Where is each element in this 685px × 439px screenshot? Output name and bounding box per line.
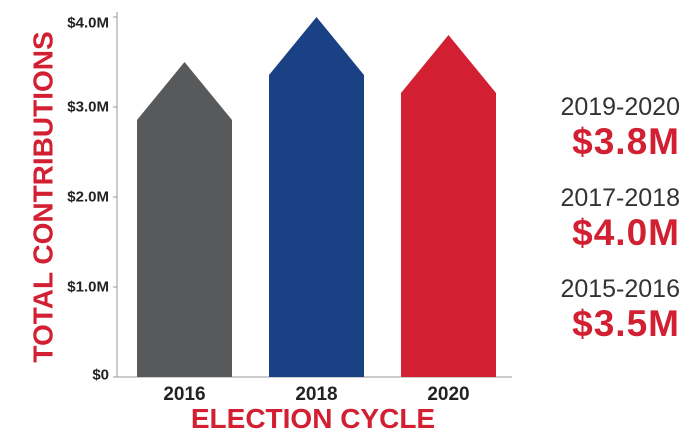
summary-amount: $4.0M <box>572 212 680 253</box>
x-tick-label: 2020 <box>427 384 469 405</box>
summary-entry: 2017-2018 $4.0M <box>520 183 680 253</box>
y-axis-ticks: $0 $1.0M $2.0M $3.0M $4.0M <box>67 14 117 384</box>
summary-amount: $3.8M <box>572 121 680 162</box>
y-tick-label: $0 <box>92 367 109 384</box>
summary-panel: 2019-2020 $3.8M 2017-2018 $4.0M 2015-201… <box>520 92 680 365</box>
y-tick-label: $4.0M <box>67 14 109 31</box>
bar-2020 <box>401 35 496 377</box>
summary-period: 2017-2018 <box>560 184 680 212</box>
x-tick-label: 2018 <box>295 384 337 405</box>
x-axis-ticks: 2016 2018 2020 <box>163 384 469 405</box>
x-axis-title: ELECTION CYCLE <box>191 403 435 434</box>
summary-period: 2019-2020 <box>560 93 680 121</box>
bar-2018 <box>269 17 364 377</box>
x-tick-label: 2016 <box>163 384 205 405</box>
bars <box>137 17 496 377</box>
y-axis-title: TOTAL CONTRIBUTIONS <box>28 31 59 362</box>
bar-2016 <box>137 62 232 377</box>
y-tick-label: $2.0M <box>67 189 109 206</box>
summary-entry: 2019-2020 $3.8M <box>520 92 680 162</box>
y-tick-label: $3.0M <box>67 99 109 116</box>
summary-period: 2015-2016 <box>560 275 680 303</box>
y-tick-label: $1.0M <box>67 279 109 296</box>
summary-amount: $3.5M <box>572 303 680 344</box>
summary-entry: 2015-2016 $3.5M <box>520 274 680 344</box>
